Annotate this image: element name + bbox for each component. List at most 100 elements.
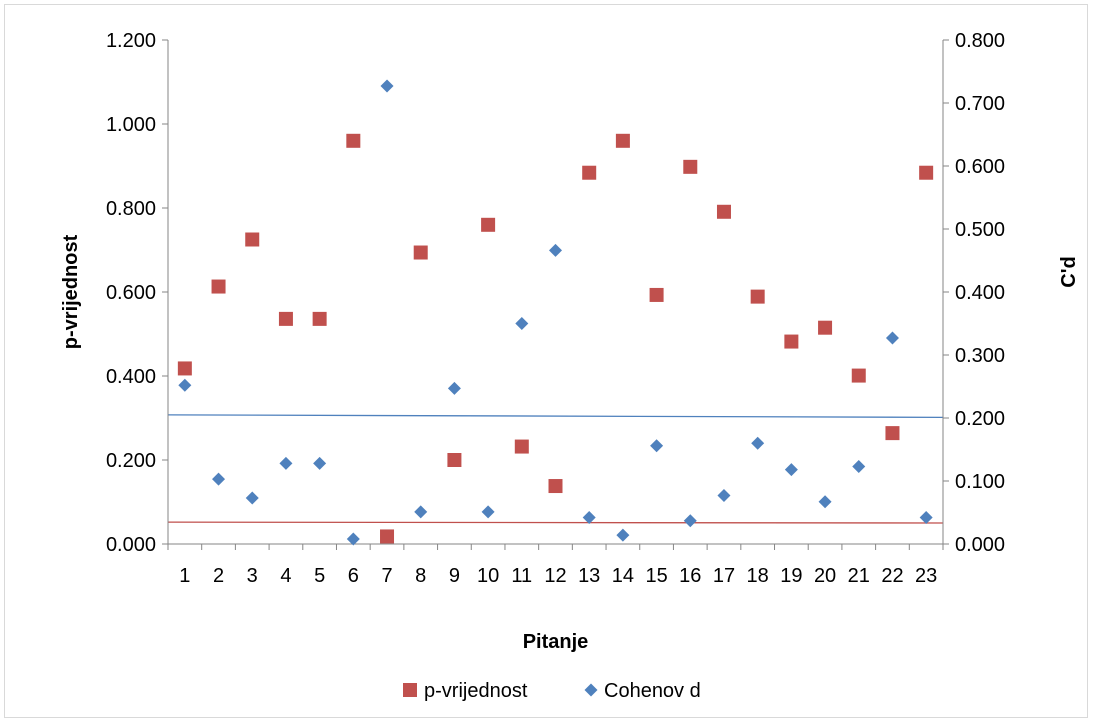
reference-line [167,521,944,524]
x-tick-label: 21 [848,565,870,587]
p-vrijednost-point [514,439,529,454]
cohenov-d-point [380,79,394,93]
cohenov-d-point [279,456,293,470]
x-tick-label: 5 [314,565,325,587]
reference-line [167,414,944,419]
x-tick-label: 10 [477,565,499,587]
cohenov-d-point [818,495,832,509]
p-vrijednost-point [380,529,395,544]
cohenov-d-point [751,436,765,450]
legend-marker-p-vrijednost [403,683,417,697]
p-vrijednost-point [919,165,934,180]
left-axis-title: p-vrijednost [60,234,82,349]
axes [167,40,944,545]
cohenov-d-point [481,505,495,519]
p-vrijednost-point [312,311,327,326]
left-axis-ticks: 0.000 0.200 0.400 0.600 0.800 1.000 1.200 [106,30,168,556]
p-vrijednost-point [885,426,900,441]
right-axis-ticks: 0.000 0.100 0.200 0.300 0.400 0.500 0.600 0.700… [943,30,1005,556]
cohenov-d-point [784,463,798,477]
left-tick-label: 0.200 [106,450,156,472]
x-axis-ticks: 1 2 3 4 5 6 7 8 9 10 11 12 13 14 15 16 17 18 19 20 21 22 23 [167,544,944,587]
cohenov-d-point [346,532,360,546]
left-tick-label: 0.000 [106,534,156,556]
x-tick-label: 4 [280,565,291,587]
p-vrijednost-point [615,133,630,148]
cohenov-d-point [717,488,731,502]
p-vrijednost-point [211,279,226,294]
p-vrijednost-point [481,217,496,232]
p-vrijednost-point [683,159,698,174]
x-tick-label: 13 [578,565,600,587]
cohenov-d-point [582,511,596,525]
p-vrijednost-point [851,368,866,383]
x-tick-label: 1 [179,565,190,587]
right-tick-label: 0.100 [955,471,1005,493]
p-vrijednost-point [447,453,462,467]
right-axis-title: C'd [1058,256,1080,287]
left-tick-label: 1.200 [106,30,156,52]
p-vrijednost-point [784,334,799,349]
left-tick-label: 0.400 [106,366,156,388]
x-tick-label: 17 [713,565,735,587]
cohenov-d-point [212,472,226,486]
cohenov-d-point [852,460,866,474]
p-vrijednost-point [177,361,192,376]
x-tick-label: 7 [381,565,392,587]
x-tick-label: 14 [612,565,634,587]
cohenov-d-point [515,317,529,330]
cohenov-d-point [616,528,630,542]
cohenov-d-point [447,381,461,395]
p-vrijednost-point [548,479,563,494]
p-vrijednost-point [413,245,428,260]
left-tick-label: 0.800 [106,198,156,220]
cohenov-d-point [650,439,664,453]
p-vrijednost-point [346,133,361,148]
cohenov-d-point [885,331,899,345]
x-tick-label: 3 [247,565,258,587]
x-tick-label: 15 [645,565,667,587]
p-vrijednost-point [750,289,765,304]
right-tick-label: 0.200 [955,408,1005,430]
x-tick-label: 11 [511,565,532,587]
x-tick-label: 22 [881,565,903,587]
p-vrijednost-point [278,311,293,326]
cohenov-d-point [919,511,933,525]
x-tick-label: 12 [544,565,566,587]
legend-label-cohenov-d: Cohenov d [604,680,701,702]
chart-frame [4,4,1088,718]
x-tick-label: 6 [348,565,359,587]
p-vrijednost-point [582,165,597,180]
p-vrijednost-point [649,287,664,302]
right-tick-label: 0.000 [955,534,1005,556]
series-layer [177,79,934,546]
x-tick-label: 20 [814,565,836,587]
x-tick-label: 19 [780,565,802,587]
x-tick-label: 16 [679,565,701,587]
legend-label-p-vrijednost: p-vrijednost [424,680,528,702]
cohenov-d-point [414,505,428,519]
legend-marker-cohenov-d [584,683,598,697]
x-tick-label: 8 [415,565,426,587]
reference-lines [167,414,944,524]
x-tick-label: 23 [915,565,937,587]
x-tick-label: 9 [449,565,460,587]
x-axis-title: Pitanje [523,631,589,653]
p-vrijednost-point [245,232,260,247]
p-vrijednost-point [716,204,731,219]
cohenov-d-point [683,514,697,528]
x-tick-label: 18 [747,565,769,587]
cohenov-d-point [245,491,259,505]
left-tick-label: 1.000 [106,114,156,136]
right-tick-label: 0.300 [955,345,1005,367]
p-vrijednost-point [818,320,833,335]
x-tick-label: 2 [213,565,224,587]
left-tick-label: 0.600 [106,282,156,304]
right-tick-label: 0.500 [955,219,1005,241]
right-tick-label: 0.600 [955,156,1005,178]
right-tick-label: 0.400 [955,282,1005,304]
legend: p-vrijednost Cohenov d [403,680,701,702]
cohenov-d-point [178,378,192,392]
right-tick-label: 0.800 [955,30,1005,52]
